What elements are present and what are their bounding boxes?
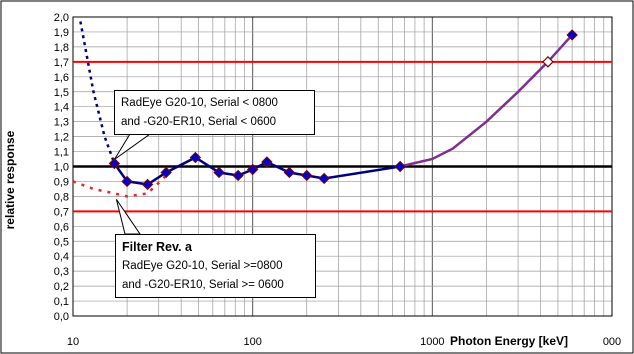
data-point-marker <box>232 169 244 182</box>
data-point-marker <box>261 156 273 168</box>
data-point-marker <box>121 175 133 188</box>
data-point-marker <box>394 160 406 173</box>
data-point-marker <box>160 166 172 179</box>
y-tick-label: 0,5 <box>54 236 69 248</box>
y-tick-label: 2,0 <box>54 12 69 24</box>
data-point-marker <box>108 157 121 170</box>
x-tick-label-clipped: 000 <box>603 336 621 348</box>
y-tick-label: 1,6 <box>54 72 69 84</box>
y-tick-label: 0,6 <box>54 221 69 233</box>
y-tick-label: 0,7 <box>54 206 69 218</box>
y-tick-labels: 0,0 0,1 0,2 0,3 0,4 0,5 0,6 0,7 0,8 0,9 1,0 1,1 1,2 1… <box>54 12 69 323</box>
data-point-marker <box>301 169 313 182</box>
data-point-marker <box>566 29 578 41</box>
annotation-2-title: Filter Rev. a <box>122 240 192 254</box>
y-tick-label: 1,9 <box>54 27 69 39</box>
annotation-box-2: Filter Rev. a RadEye G20-10, Serial >=08… <box>115 234 316 298</box>
y-tick-label: 1,2 <box>54 132 69 144</box>
y-tick-label: 1,4 <box>54 102 69 114</box>
y-tick-label: 0,0 <box>54 311 69 323</box>
annotation-2-line-2: and -G20-ER10, Serial >= 0600 <box>122 279 284 291</box>
x-axis-label: Photon Energy [keV] <box>450 334 568 348</box>
annotation-1-line-2: and -G20-ER10, Serial < 0600 <box>121 116 277 128</box>
series-line-red-dashed <box>72 174 168 198</box>
annotation-box-1: RadEye G20-10, Serial < 0800 and -G20-ER… <box>114 90 315 135</box>
y-tick-label: 1,5 <box>54 87 69 99</box>
annotation-1-line-1: RadEye G20-10, Serial < 0800 <box>121 97 278 109</box>
y-axis-label: relative response <box>3 130 17 229</box>
y-tick-label: 1,1 <box>54 147 69 159</box>
y-tick-label: 0,1 <box>54 296 69 308</box>
horizontal-lines <box>73 60 612 213</box>
markers-group <box>108 29 578 191</box>
data-point-marker <box>213 166 225 179</box>
y-tick-label: 0,8 <box>54 191 69 203</box>
x-tick-labels: 10 100 1000 000 <box>67 336 621 348</box>
y-tick-label: 1,0 <box>54 162 69 174</box>
y-tick-label: 1,8 <box>54 42 69 54</box>
x-tick-label: 1000 <box>420 336 444 348</box>
data-point-marker <box>141 178 154 191</box>
open-point-marker <box>542 56 554 68</box>
data-point-marker <box>246 163 259 176</box>
data-point-marker <box>318 172 330 185</box>
y-tick-label: 0,9 <box>54 176 69 188</box>
y-tick-label: 0,4 <box>54 251 69 263</box>
y-tick-label: 0,2 <box>54 281 69 293</box>
y-tick-label: 0,3 <box>54 266 69 278</box>
y-tick-label: 1,7 <box>54 57 69 69</box>
data-point-marker <box>283 166 296 179</box>
x-tick-label: 100 <box>243 336 261 348</box>
data-point-marker <box>189 151 202 164</box>
series-line-blue-dashed <box>79 21 116 164</box>
x-tick-label: 10 <box>67 336 79 348</box>
y-tick-label: 1,3 <box>54 117 69 129</box>
annotation-2-line-1: RadEye G20-10, Serial >=0800 <box>122 260 283 272</box>
